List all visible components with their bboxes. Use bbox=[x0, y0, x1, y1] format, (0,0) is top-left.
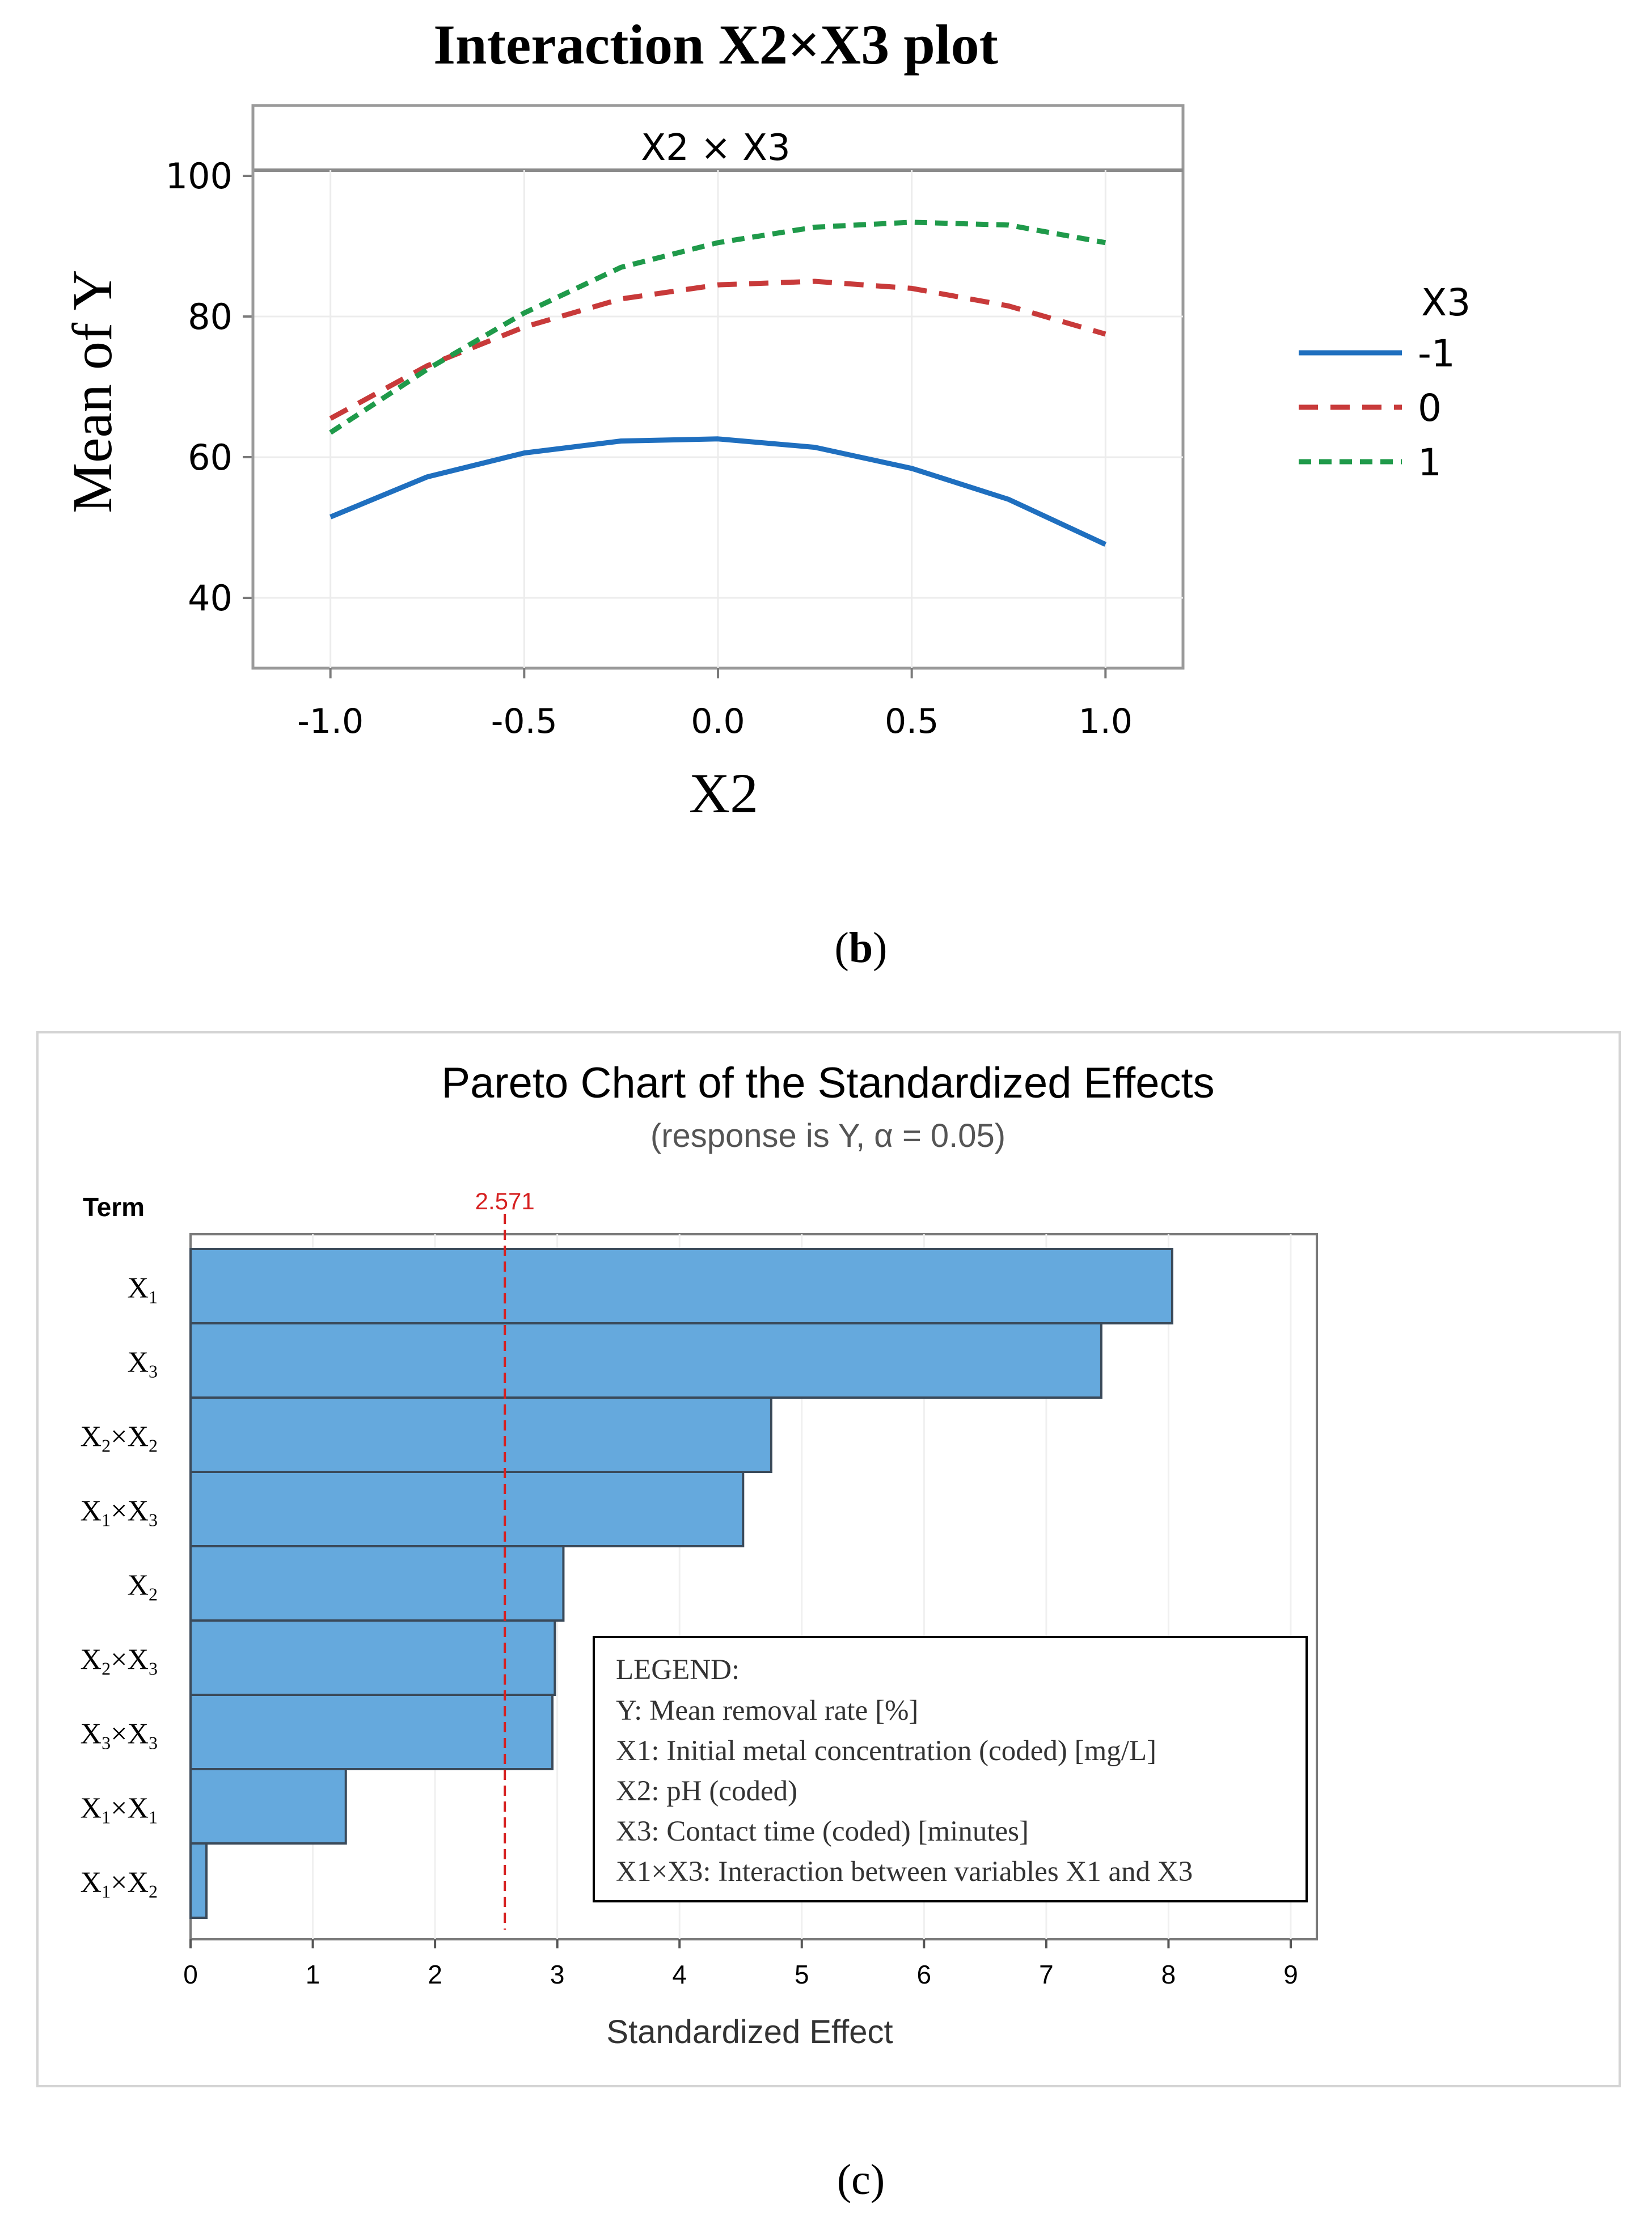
interaction-x-ticks: -1.0 -0.5 0.0 0.5 1.0 bbox=[297, 668, 1133, 741]
pareto-legend-heading: LEGEND: bbox=[616, 1654, 740, 1686]
pareto-term-label: X2×X2 bbox=[81, 1421, 158, 1456]
pareto-x-tick-label: 8 bbox=[1161, 1960, 1176, 1989]
pareto-term-labels: X1 X3 X2×X2 X1×X3 X2 X2×X3 X3×X3 X1×X1 X1×X2 bbox=[81, 1272, 158, 1902]
interaction-title: Interaction X2×X3 plot bbox=[433, 13, 998, 76]
pareto-bar bbox=[189, 1768, 347, 1845]
pareto-term-label: X2 bbox=[127, 1569, 158, 1605]
pareto-title: Pareto Chart of the Standardized Effects bbox=[441, 1059, 1214, 1107]
interaction-series-lines bbox=[329, 220, 1107, 547]
pareto-bar bbox=[189, 1619, 556, 1696]
interaction-x-tick-label: 1.0 bbox=[1079, 702, 1133, 741]
interaction-plot: Interaction X2×X3 plot X2 × X3 -1.0 -0.5 0… bbox=[61, 13, 1471, 972]
interaction-y-axis-label: Mean of Y bbox=[61, 269, 124, 513]
pareto-bar bbox=[189, 1545, 565, 1622]
pareto-bar bbox=[189, 1322, 1102, 1399]
pareto-x-tick-label: 6 bbox=[917, 1960, 932, 1989]
pareto-legend-line: X1×X3: Interaction between variables X1 … bbox=[616, 1856, 1193, 1888]
pareto-term-label: X3×X3 bbox=[81, 1718, 158, 1753]
pareto-subtitle: (response is Y, α = 0.05) bbox=[650, 1117, 1005, 1154]
panel-b-label: (b) bbox=[835, 924, 888, 972]
pareto-legend-line: X1: Initial metal concentration (coded) … bbox=[616, 1735, 1156, 1767]
interaction-series--1-line bbox=[329, 436, 1107, 547]
pareto-term-label: X1×X2 bbox=[81, 1867, 158, 1902]
pareto-reference-line: 2.571 bbox=[475, 1188, 535, 1930]
interaction-x-tick-label: 0.0 bbox=[691, 702, 745, 741]
interaction-x-axis-label: X2 bbox=[689, 762, 758, 825]
pareto-bar bbox=[189, 1694, 554, 1770]
pareto-legend-line: Y: Mean removal rate [%] bbox=[616, 1695, 918, 1727]
pareto-bar bbox=[189, 1248, 1173, 1324]
pareto-chart: Pareto Chart of the Standardized Effects… bbox=[36, 1031, 1621, 2204]
pareto-x-tick-label: 5 bbox=[795, 1960, 809, 1989]
interaction-legend-label: 1 bbox=[1418, 441, 1442, 484]
interaction-x-tick-label: -0.5 bbox=[491, 702, 557, 741]
pareto-legend-line: X3: Contact time (coded) [minutes] bbox=[616, 1816, 1029, 1847]
pareto-x-tick-label: 1 bbox=[306, 1960, 320, 1989]
pareto-term-header: Term bbox=[83, 1192, 145, 1222]
pareto-x-tick-label: 3 bbox=[550, 1960, 565, 1989]
pareto-x-tick-label: 0 bbox=[183, 1960, 198, 1989]
pareto-term-label: X1×X1 bbox=[81, 1792, 158, 1828]
facet-strip-label: X2 × X3 bbox=[641, 127, 790, 169]
interaction-y-tick-label: 40 bbox=[188, 577, 233, 619]
pareto-bar bbox=[189, 1471, 745, 1547]
panel-c-label: (c) bbox=[837, 2156, 885, 2204]
interaction-series-1-line bbox=[329, 220, 1106, 435]
pareto-x-axis-label: Standardized Effect bbox=[606, 2014, 893, 2050]
pareto-term-label: X2×X3 bbox=[81, 1644, 158, 1679]
pareto-legend-line: X2: pH (coded) bbox=[616, 1775, 797, 1807]
pareto-critical-value: 2.571 bbox=[475, 1188, 535, 1214]
interaction-x-tick-label: 0.5 bbox=[885, 702, 939, 741]
pareto-x-tick-label: 7 bbox=[1039, 1960, 1054, 1989]
pareto-legend-frame bbox=[593, 1636, 1308, 1902]
interaction-y-ticks: 40 60 80 100 bbox=[166, 155, 253, 619]
pareto-term-label: X1 bbox=[127, 1272, 158, 1307]
interaction-y-tick-label: 60 bbox=[188, 437, 233, 478]
pareto-bar bbox=[189, 1842, 208, 1919]
interaction-legend-label: -1 bbox=[1418, 332, 1455, 375]
pareto-term-label: X1×X3 bbox=[81, 1495, 158, 1530]
pareto-x-tick-label: 4 bbox=[672, 1960, 687, 1989]
interaction-x-tick-label: -1.0 bbox=[297, 702, 364, 741]
interaction-y-tick-label: 80 bbox=[188, 296, 233, 337]
interaction-legend: X3 -1 0 1 bbox=[1299, 281, 1471, 484]
pareto-x-tick-label: 9 bbox=[1283, 1960, 1298, 1989]
pareto-x-tick-label: 2 bbox=[428, 1960, 442, 1989]
interaction-y-tick-label: 100 bbox=[166, 155, 233, 197]
interaction-gridlines bbox=[253, 170, 1183, 668]
pareto-bars bbox=[189, 1248, 1173, 1919]
pareto-term-label: X3 bbox=[127, 1347, 158, 1382]
pareto-bar bbox=[189, 1396, 772, 1473]
pareto-x-ticks: 0 1 2 3 4 5 6 7 8 9 bbox=[183, 1939, 1298, 1989]
interaction-legend-title: X3 bbox=[1421, 281, 1471, 324]
interaction-legend-label: 0 bbox=[1418, 386, 1442, 430]
pareto-legend-box: LEGEND: Y: Mean removal rate [%] X1: Init… bbox=[593, 1636, 1308, 1902]
